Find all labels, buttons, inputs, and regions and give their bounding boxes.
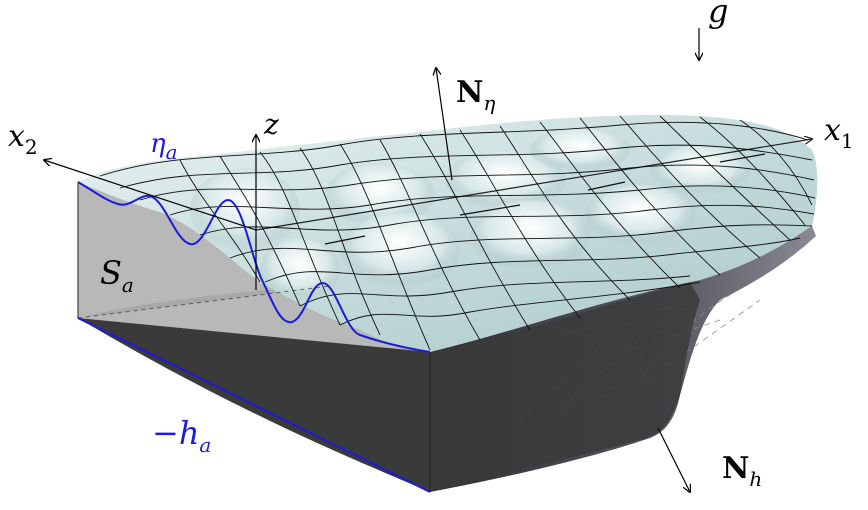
label-x2: x2 (8, 119, 38, 159)
label-n-eta: Nη (456, 75, 495, 115)
label-s-a: Sa (100, 254, 134, 297)
label-eta-a: ηa (150, 129, 178, 164)
side-wall-sa (78, 182, 430, 352)
label-z: z (263, 108, 279, 141)
x1-axis (255, 139, 812, 231)
label-x1: x1 (824, 113, 854, 153)
n-eta-arrow (436, 68, 453, 181)
label-n-h: Nh (722, 451, 762, 491)
x2-axis (44, 160, 257, 231)
label-minus-h-a: −ha (152, 414, 211, 457)
box-edges (77, 182, 431, 492)
front-wall (430, 282, 700, 492)
n-h-arrow (657, 427, 690, 492)
surface-mesh (99, 115, 816, 351)
surface-ticks (324, 153, 766, 245)
bottom-line (77, 317, 431, 493)
label-g: g (708, 0, 728, 30)
eta-a-curve (77, 181, 431, 353)
